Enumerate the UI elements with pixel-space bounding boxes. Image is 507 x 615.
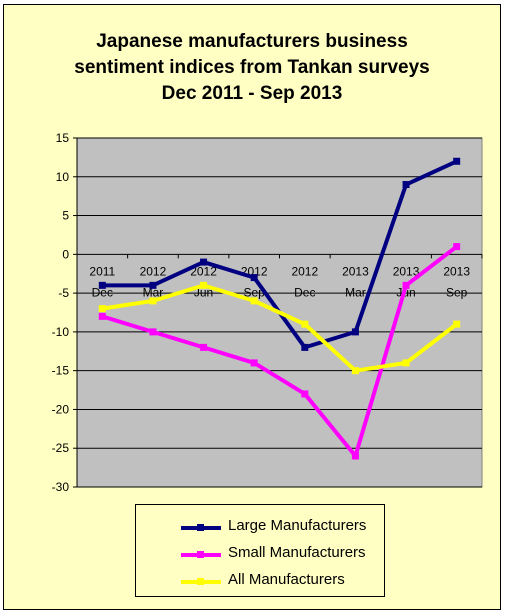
- y-tick-label: 0: [62, 247, 69, 261]
- x-tick-label-year: 2013: [443, 264, 470, 278]
- y-tick-label: -30: [52, 480, 70, 494]
- y-tick-label: -10: [52, 325, 70, 339]
- legend-item-small: Small Manufacturers: [136, 542, 384, 566]
- data-point: [250, 359, 258, 367]
- data-point: [453, 243, 461, 251]
- legend-marker-all: [197, 578, 204, 585]
- data-point: [301, 390, 309, 398]
- x-tick-label-month: Sep: [244, 285, 266, 299]
- legend-marker-large: [197, 524, 204, 531]
- x-tick-label-year: 2012: [190, 264, 217, 278]
- y-tick-label: -15: [52, 364, 70, 378]
- x-tick-label-year: 2013: [393, 264, 420, 278]
- data-point: [149, 328, 157, 336]
- data-point: [250, 274, 258, 282]
- data-point: [200, 258, 208, 266]
- data-point: [453, 157, 461, 165]
- x-tick-label-year: 2012: [140, 264, 167, 278]
- data-point: [250, 297, 258, 305]
- chart-title: Japanese manufacturers business sentimen…: [4, 29, 500, 107]
- y-tick-label: -25: [52, 441, 70, 455]
- data-point: [402, 281, 410, 289]
- chart-area: Japanese manufacturers business sentimen…: [3, 4, 501, 610]
- y-tick-label: -5: [58, 286, 69, 300]
- legend-label-large: Large Manufacturers: [228, 517, 367, 534]
- series-line-2: [102, 283, 458, 373]
- data-point: [402, 181, 410, 189]
- data-point: [301, 320, 309, 328]
- legend: Large Manufacturers Small Manufacturers …: [135, 504, 385, 597]
- x-tick-label-year: 2013: [342, 264, 369, 278]
- legend-marker-small: [197, 551, 204, 558]
- legend-item-all: All Manufacturers: [136, 569, 384, 593]
- data-point: [149, 281, 157, 289]
- x-tick-label-month: Sep: [446, 285, 468, 299]
- data-point: [301, 343, 309, 351]
- data-point: [98, 281, 106, 289]
- x-tick-label-year: 2011: [89, 264, 115, 278]
- y-tick-label: 15: [56, 131, 70, 145]
- legend-item-large: Large Manufacturers: [136, 515, 384, 539]
- data-point: [200, 281, 208, 289]
- legend-label-small: Small Manufacturers: [228, 544, 366, 561]
- x-tick-label-month: Mar: [345, 285, 366, 299]
- x-tick-label-month: Mar: [143, 285, 164, 299]
- y-tick-label: -20: [52, 402, 70, 416]
- data-point: [149, 297, 157, 305]
- series-line-1: [101, 244, 458, 458]
- data-point: [351, 367, 359, 375]
- data-point: [98, 305, 106, 313]
- data-point: [200, 343, 208, 351]
- data-point: [402, 359, 410, 367]
- data-point: [351, 452, 359, 460]
- plot-svg: 15 10 5 0 -5 -10 -15 -20 -25 -30 2011 Dec 2012 Mar 201…: [52, 131, 483, 494]
- data-point: [98, 312, 106, 320]
- chart-title-line: Japanese manufacturers business: [96, 31, 408, 52]
- data-point: [351, 328, 359, 336]
- data-point: [453, 320, 461, 328]
- x-tick-label-year: 2012: [291, 264, 318, 278]
- x-tick-label-month: Dec: [92, 285, 113, 299]
- y-tick-label: 10: [56, 170, 70, 184]
- y-tick-label: 5: [62, 209, 69, 223]
- chart-title-line: Dec 2011 - Sep 2013: [161, 83, 343, 104]
- chart-title-line: sentiment indices from Tankan surveys: [74, 57, 430, 78]
- x-tick-label-month: Dec: [294, 285, 315, 299]
- legend-label-all: All Manufacturers: [228, 571, 345, 588]
